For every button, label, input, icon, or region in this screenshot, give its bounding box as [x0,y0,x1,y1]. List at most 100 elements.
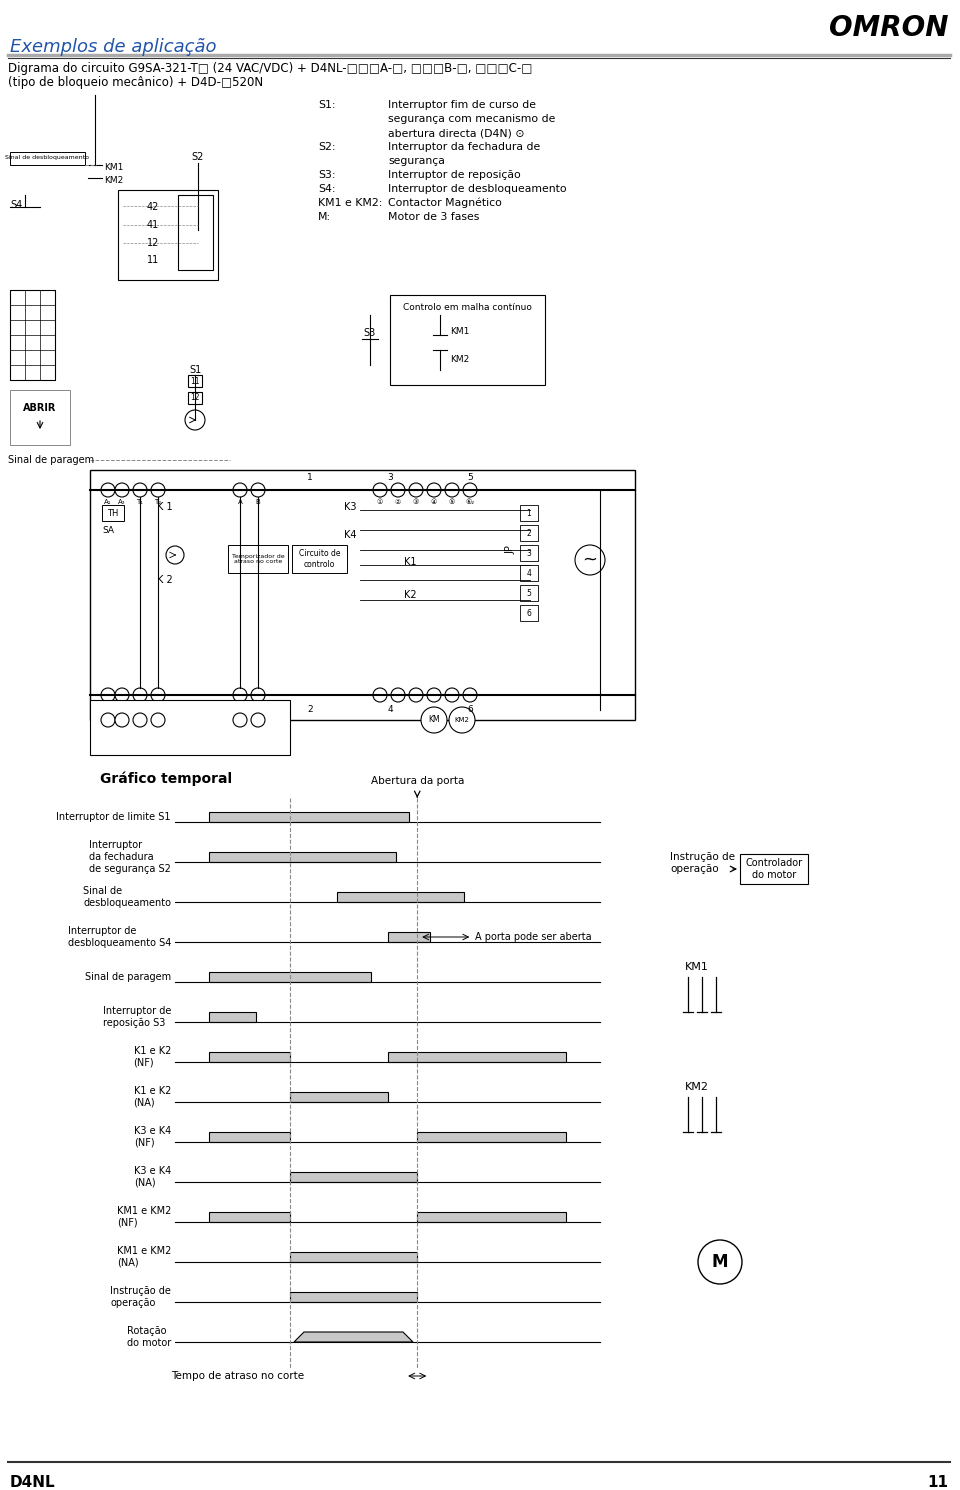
Text: A porta pode ser aberta: A porta pode ser aberta [475,933,592,942]
Text: Interruptor de limite S1: Interruptor de limite S1 [57,812,171,822]
Text: 6: 6 [527,608,532,617]
Bar [228,545,288,574]
Text: K 2: K 2 [157,575,173,586]
Text: 41: 41 [147,221,159,229]
Bar [188,392,202,404]
Polygon shape [294,1332,413,1342]
Bar [740,854,808,884]
Text: 6: 6 [468,705,473,714]
Text: 2: 2 [307,705,313,714]
Circle shape [409,688,423,702]
Text: Interruptor fim de curso de: Interruptor fim de curso de [388,100,536,110]
Circle shape [409,483,423,498]
Bar [418,1211,566,1222]
Circle shape [133,483,147,498]
Text: Controlador
do motor: Controlador do motor [745,858,803,879]
Bar [388,933,430,942]
Bar [90,700,290,755]
Text: S2: S2 [192,152,204,162]
Circle shape [575,545,605,575]
Text: 42: 42 [147,203,159,212]
Text: D4NL: D4NL [10,1475,56,1490]
Text: Interruptor de
desbloqueamento S4: Interruptor de desbloqueamento S4 [67,927,171,948]
Bar [209,1052,290,1062]
Circle shape [421,706,447,733]
Text: segurança com mecanismo de: segurança com mecanismo de [388,115,556,124]
Text: 4: 4 [387,705,393,714]
Bar [290,1092,388,1103]
Text: T₂: T₂ [155,499,161,505]
Text: Interruptor de reposição: Interruptor de reposição [388,170,520,180]
Text: Interruptor de
reposição S3: Interruptor de reposição S3 [103,1006,171,1028]
Text: ⑥₂: ⑥₂ [466,499,474,505]
Text: Exemplos de aplicação: Exemplos de aplicação [10,39,217,57]
Text: 1: 1 [307,472,313,481]
Text: K1: K1 [404,557,417,568]
Bar [520,605,538,621]
Bar [10,291,55,380]
Circle shape [445,688,459,702]
Text: ABRIR: ABRIR [23,402,57,413]
Text: Sinal de paragem: Sinal de paragem [8,454,94,465]
Text: KM1: KM1 [450,326,469,335]
Bar [337,893,464,901]
Circle shape [151,714,165,727]
Circle shape [233,688,247,702]
Text: 12: 12 [190,393,200,402]
Text: K2: K2 [404,590,417,600]
Text: K3 e K4
(NA): K3 e K4 (NA) [133,1167,171,1188]
Text: KM: KM [428,715,440,724]
Text: 4: 4 [527,569,532,578]
Text: Interruptor de desbloqueamento: Interruptor de desbloqueamento [388,183,566,194]
Text: M:: M: [318,212,331,222]
Text: K1 e K2
(NA): K1 e K2 (NA) [133,1086,171,1107]
Circle shape [101,483,115,498]
Bar [292,545,347,574]
Circle shape [445,483,459,498]
Text: ①: ① [377,499,383,505]
Bar [520,586,538,600]
Text: K4: K4 [344,530,356,539]
Bar [390,295,545,384]
Text: S3: S3 [364,328,376,338]
Circle shape [373,483,387,498]
Bar [209,971,371,982]
Text: Sinal de paragem: Sinal de paragem [84,971,171,982]
Text: Motor de 3 fases: Motor de 3 fases [388,212,479,222]
Text: Temporizador de
atraso no corte: Temporizador de atraso no corte [231,554,284,565]
Bar [520,565,538,581]
Circle shape [373,688,387,702]
Bar [520,505,538,522]
Text: 3: 3 [527,548,532,557]
Text: K1 e K2
(NF): K1 e K2 (NF) [133,1046,171,1068]
Text: S4:: S4: [318,183,335,194]
Text: Controlo em malha contínuo: Controlo em malha contínuo [403,302,532,311]
Text: Instrução de
operação: Instrução de operação [670,852,735,873]
Bar [10,152,85,165]
Circle shape [698,1240,742,1284]
Circle shape [391,483,405,498]
Bar [209,1211,290,1222]
Text: A: A [238,499,242,505]
Bar [118,191,218,280]
Bar [178,195,213,270]
Text: ②: ② [395,499,401,505]
Text: Digrama do circuito G9SA-321-T□ (24 VAC/VDC) + D4NL-□□□A-□, □□□B-□, □□□C-□: Digrama do circuito G9SA-321-T□ (24 VAC/… [8,63,533,74]
Text: segurança: segurança [388,156,444,165]
Text: SA: SA [102,526,114,535]
Text: K 1: K 1 [157,502,173,513]
Text: Abertura da porta: Abertura da porta [371,776,464,787]
Text: ~: ~ [583,551,597,569]
Circle shape [151,688,165,702]
Text: KM2: KM2 [455,717,469,723]
Circle shape [151,483,165,498]
Circle shape [251,688,265,702]
Text: (tipo de bloqueio mecânico) + D4D-□520N: (tipo de bloqueio mecânico) + D4D-□520N [8,76,263,89]
Text: OMRON: OMRON [828,13,948,42]
Text: Interruptor da fechadura de: Interruptor da fechadura de [388,142,540,152]
Bar [209,1012,255,1022]
Text: 1: 1 [527,508,532,517]
Text: 5: 5 [527,589,532,597]
Circle shape [185,410,205,431]
Circle shape [427,483,441,498]
